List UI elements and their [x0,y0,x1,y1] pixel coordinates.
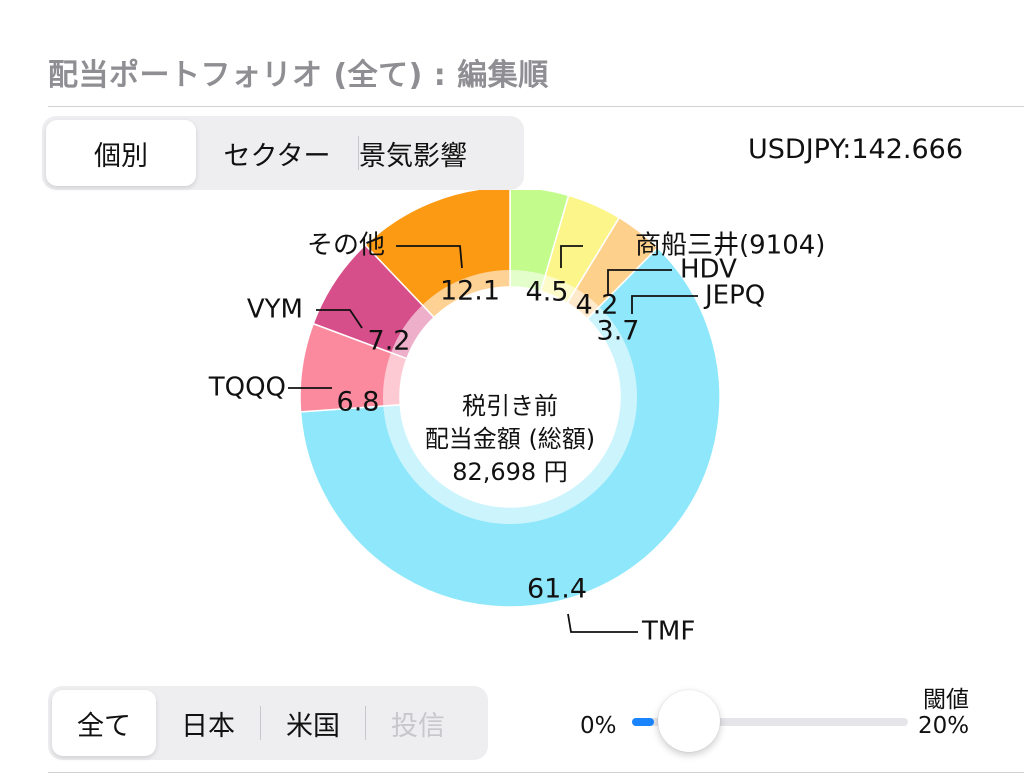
tab-sector[interactable]: セクター [223,140,331,172]
slice-label: VYM [247,295,303,325]
tab-individual[interactable]: 個別 [46,120,196,186]
page-title: 配当ポートフォリオ (全て) : 編集順 [48,58,549,93]
tab-us[interactable]: 米国 [286,710,340,742]
slice-label: HDV [680,255,737,285]
tab-japan[interactable]: 日本 [181,710,235,742]
segment-separator [358,136,359,170]
threshold-slider-fill [632,718,654,726]
threshold-slider-track[interactable] [632,718,908,726]
threshold-caption: 閾値 [923,687,969,713]
slice-value-label: 7.2 [368,326,411,357]
slice-label: その他 [307,231,385,261]
leader-line [396,245,463,269]
slice-value-label: 12.1 [440,276,500,307]
leader-line [560,245,583,268]
tab-economic-impact[interactable]: 景気影響 [359,140,467,172]
threshold-slider-thumb[interactable] [657,690,720,752]
slice-label: 商船三井(9104) [635,231,825,261]
slice-value-label: 4.2 [576,290,619,321]
slice-value-label: 6.8 [337,387,380,418]
leader-line [567,613,638,633]
slice-label: TMF [641,617,695,647]
footer-divider [48,772,1024,773]
threshold-max-label: 20% [918,713,970,739]
donut-hole [401,288,619,506]
usdjpy-rate: USDJPY:142.666 [748,134,963,165]
slice-label: JEPQ [703,281,765,311]
leader-line [316,309,363,329]
tab-all[interactable]: 全て [52,690,156,756]
donut-inner-ring [383,270,637,524]
slice-value-label: 3.7 [597,316,640,347]
slice-label: TQQQ [208,373,286,403]
segment-separator [260,706,261,740]
dividend-donut-chart: 商船三井(9104) 4.5 HDV 4.2 JEPQ 3.7 TMF 61.4 TQQQ 6.8… [208,190,825,647]
center-text-line: 税引き前 [462,392,558,420]
center-text-line: 配当金額 (総額) [425,425,595,453]
region-segmented-control: 全て 日本 米国 投信 [48,686,488,760]
center-text-line: 82,698 円 [452,458,568,486]
view-segmented-control: 個別 セクター 景気影響 [42,116,524,190]
slice-value-label: 4.5 [526,277,569,308]
tab-mutual-fund: 投信 [391,710,445,742]
leader-line [631,295,698,314]
leader-line [607,269,672,294]
header-divider [48,106,1024,107]
segment-separator [365,706,366,740]
slice-value-label: 61.4 [527,574,587,605]
threshold-min-label: 0% [580,713,617,739]
